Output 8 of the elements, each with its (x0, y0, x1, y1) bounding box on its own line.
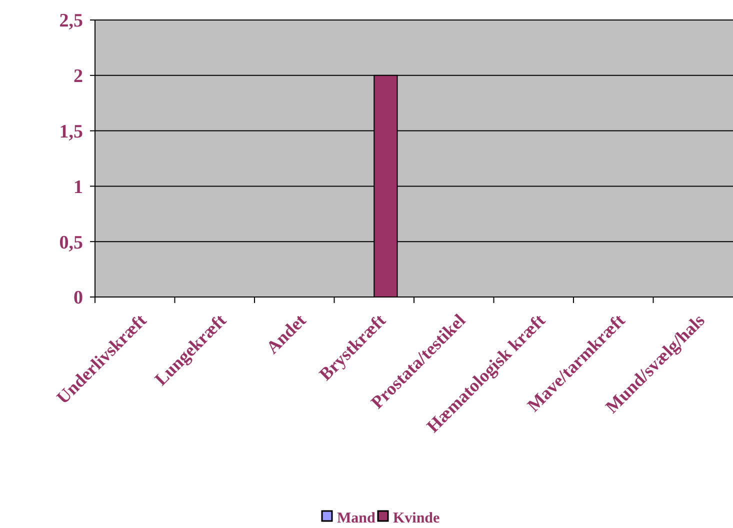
legend-label: Mand (337, 510, 376, 526)
y-tick-label: 2 (74, 66, 83, 88)
y-tick-label: 0,5 (59, 232, 83, 254)
y-tick-label: 2,5 (59, 10, 83, 32)
y-tick-label: 1 (74, 176, 83, 198)
legend-label: Kvinde (393, 510, 440, 526)
y-tick-label: 1,5 (59, 121, 83, 142)
y-tick-label: 0 (74, 288, 83, 309)
